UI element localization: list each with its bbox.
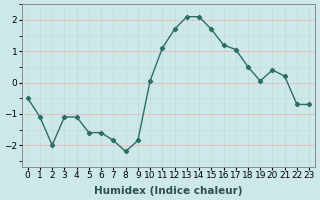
X-axis label: Humidex (Indice chaleur): Humidex (Indice chaleur)	[94, 186, 243, 196]
